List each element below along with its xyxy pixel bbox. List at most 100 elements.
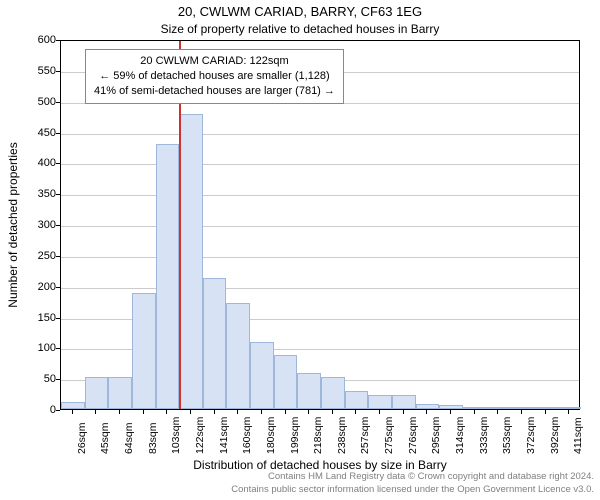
x-tick-mark <box>568 410 569 414</box>
y-tick-mark <box>56 194 60 195</box>
x-tick-mark <box>545 410 546 414</box>
y-tick-label: 50 <box>16 373 56 385</box>
y-tick-label: 0 <box>16 404 56 416</box>
histogram-bar <box>510 407 534 409</box>
histogram-bar <box>439 405 463 409</box>
y-tick-mark <box>56 163 60 164</box>
x-tick-label: 275sqm <box>383 417 395 454</box>
footer-line2: Contains public sector information licen… <box>231 484 594 495</box>
x-tick-label: 64sqm <box>123 422 135 454</box>
chart-container: 20, CWLWM CARIAD, BARRY, CF63 1EG Size o… <box>0 0 600 500</box>
x-tick-mark <box>285 410 286 414</box>
y-tick-mark <box>56 133 60 134</box>
y-tick-label: 450 <box>16 127 56 139</box>
histogram-bar <box>156 144 180 409</box>
y-tick-mark <box>56 256 60 257</box>
x-tick-mark <box>214 410 215 414</box>
x-tick-label: 353sqm <box>501 417 513 454</box>
y-tick-label: 250 <box>16 250 56 262</box>
x-tick-mark <box>403 410 404 414</box>
y-tick-label: 550 <box>16 65 56 77</box>
chart-title: 20, CWLWM CARIAD, BARRY, CF63 1EG <box>0 4 600 19</box>
histogram-bar <box>321 377 345 409</box>
x-tick-mark <box>474 410 475 414</box>
x-tick-mark <box>426 410 427 414</box>
x-tick-label: 276sqm <box>407 417 419 454</box>
y-tick-label: 350 <box>16 188 56 200</box>
x-tick-mark <box>119 410 120 414</box>
y-tick-label: 600 <box>16 34 56 46</box>
y-tick-mark <box>56 102 60 103</box>
x-tick-mark <box>332 410 333 414</box>
y-tick-label: 150 <box>16 312 56 324</box>
histogram-bar <box>61 402 85 409</box>
x-tick-label: 372sqm <box>525 417 537 454</box>
x-tick-label: 141sqm <box>218 417 230 454</box>
x-axis-title: Distribution of detached houses by size … <box>0 458 600 472</box>
x-tick-mark <box>143 410 144 414</box>
x-tick-label: 218sqm <box>312 417 324 454</box>
histogram-bar <box>250 342 274 409</box>
y-tick-label: 400 <box>16 157 56 169</box>
gridline <box>61 164 579 165</box>
y-tick-mark <box>56 379 60 380</box>
x-tick-label: 392sqm <box>549 417 561 454</box>
x-tick-label: 45sqm <box>99 422 111 454</box>
x-tick-label: 333sqm <box>478 417 490 454</box>
x-tick-mark <box>379 410 380 414</box>
histogram-bar <box>297 373 321 409</box>
x-tick-mark <box>355 410 356 414</box>
gridline <box>61 226 579 227</box>
gridline <box>61 288 579 289</box>
y-tick-mark <box>56 225 60 226</box>
x-tick-mark <box>166 410 167 414</box>
x-tick-mark <box>237 410 238 414</box>
histogram-bar <box>392 395 416 409</box>
x-tick-label: 295sqm <box>430 417 442 454</box>
infobox-line3: 41% of semi-detached houses are larger (… <box>94 84 335 99</box>
y-tick-mark <box>56 348 60 349</box>
histogram-bar <box>416 404 440 409</box>
x-tick-label: 83sqm <box>147 422 159 454</box>
x-tick-label: 160sqm <box>241 417 253 454</box>
x-tick-mark <box>308 410 309 414</box>
infobox-line1: 20 CWLWM CARIAD: 122sqm <box>94 54 335 69</box>
y-tick-mark <box>56 318 60 319</box>
histogram-bar <box>132 293 156 409</box>
histogram-bar <box>345 391 369 410</box>
y-tick-label: 100 <box>16 342 56 354</box>
x-tick-mark <box>190 410 191 414</box>
gridline <box>61 134 579 135</box>
x-tick-mark <box>521 410 522 414</box>
histogram-bar <box>486 407 510 409</box>
histogram-bar <box>226 303 250 409</box>
x-tick-label: 199sqm <box>289 417 301 454</box>
histogram-bar <box>203 278 227 409</box>
y-tick-label: 200 <box>16 281 56 293</box>
histogram-bar <box>368 395 392 409</box>
histogram-bar <box>534 407 558 409</box>
x-tick-label: 122sqm <box>194 417 206 454</box>
histogram-bar <box>274 355 298 409</box>
histogram-bar <box>463 407 487 409</box>
x-tick-label: 103sqm <box>170 417 182 454</box>
x-tick-label: 26sqm <box>76 422 88 454</box>
x-tick-mark <box>72 410 73 414</box>
footer-attribution: Contains HM Land Registry data © Crown c… <box>0 471 600 496</box>
x-tick-label: 238sqm <box>336 417 348 454</box>
x-tick-label: 314sqm <box>454 417 466 454</box>
property-infobox: 20 CWLWM CARIAD: 122sqm← 59% of detached… <box>85 49 344 104</box>
plot-area: 20 CWLWM CARIAD: 122sqm← 59% of detached… <box>60 40 580 410</box>
x-tick-mark <box>261 410 262 414</box>
histogram-bar <box>108 377 132 409</box>
gridline <box>61 257 579 258</box>
x-tick-label: 180sqm <box>265 417 277 454</box>
chart-subtitle: Size of property relative to detached ho… <box>0 22 600 36</box>
gridline <box>61 195 579 196</box>
histogram-bar <box>557 407 581 409</box>
y-tick-label: 500 <box>16 96 56 108</box>
y-tick-mark <box>56 287 60 288</box>
histogram-bar <box>179 114 203 409</box>
x-tick-label: 411sqm <box>572 417 584 454</box>
y-tick-mark <box>56 71 60 72</box>
